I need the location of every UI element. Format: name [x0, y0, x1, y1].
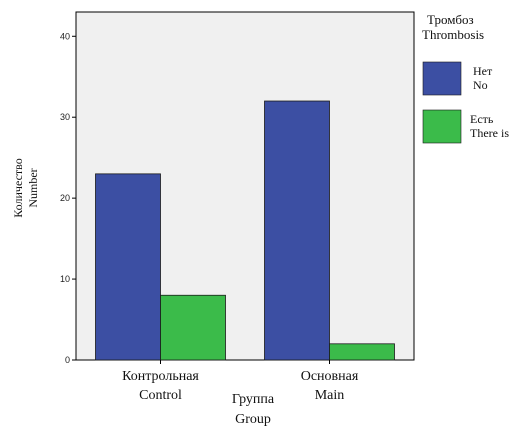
- category-label: Контрольная: [122, 369, 199, 384]
- legend-label: No: [473, 78, 488, 92]
- bar-yes-1: [329, 343, 395, 361]
- legend-label: Нет: [473, 64, 493, 78]
- bar-no-1: [264, 100, 330, 361]
- category-label: Control: [139, 388, 182, 403]
- x-axis-title-en: Group: [235, 412, 271, 427]
- y-tick-label: 40: [60, 31, 70, 41]
- y-tick-label: 10: [60, 274, 70, 284]
- y-tick-label: 30: [60, 112, 70, 122]
- bar-no-0: [95, 173, 161, 361]
- legend-title-en: Thrombosis: [422, 27, 484, 42]
- legend-swatch: [422, 61, 462, 96]
- y-axis-title-en: Number: [26, 168, 40, 207]
- legend-label: There is: [470, 126, 509, 140]
- legend-label: Есть: [470, 112, 494, 126]
- category-label: Основная: [301, 369, 359, 384]
- y-tick-label: 20: [60, 193, 70, 203]
- legend-swatch: [422, 109, 462, 144]
- y-axis-title-ru: Количество: [11, 158, 25, 217]
- legend-title-ru: Тромбоз: [427, 12, 474, 27]
- bar-yes-0: [160, 294, 226, 361]
- y-tick-label: 0: [65, 355, 70, 365]
- category-label: Main: [315, 388, 345, 403]
- x-axis-title-ru: Группа: [232, 392, 275, 407]
